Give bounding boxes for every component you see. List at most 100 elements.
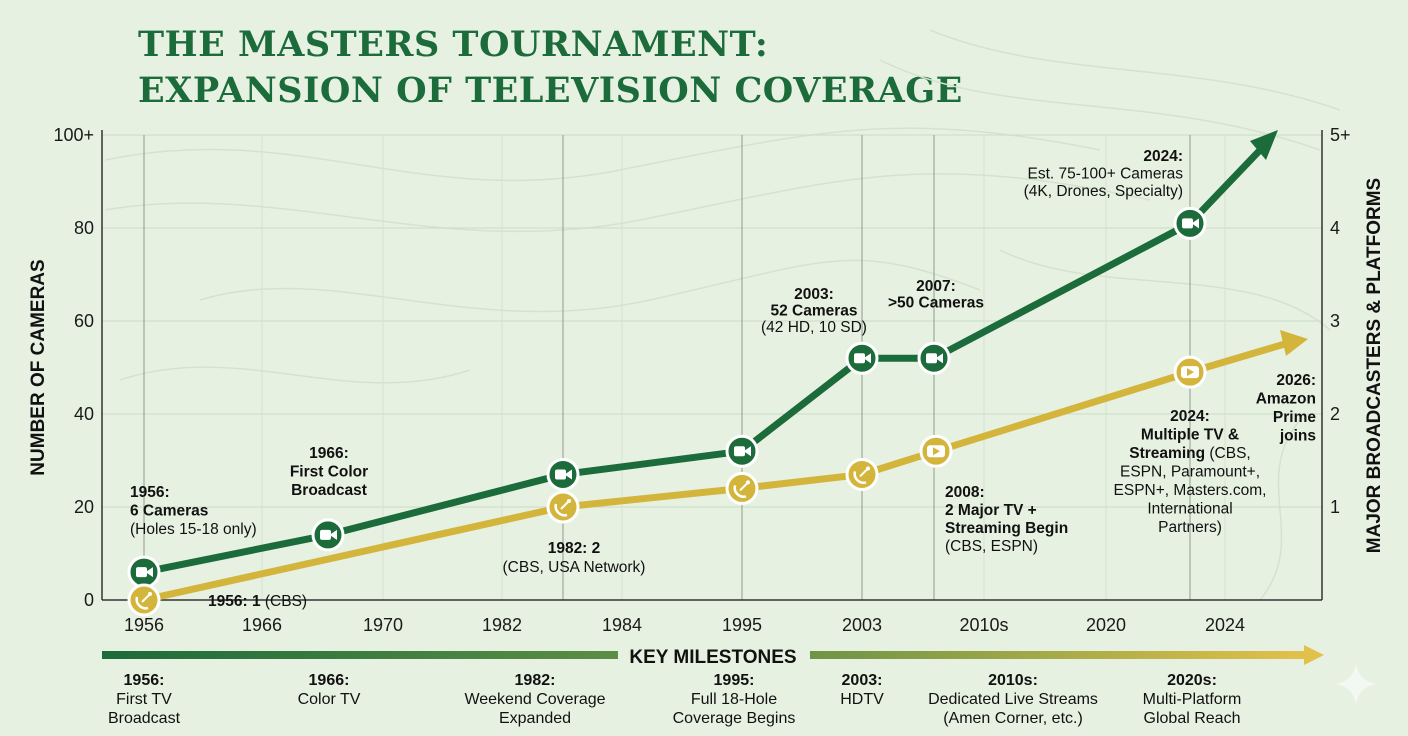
chart-title: THE MASTERS TOURNAMENT: EXPANSION OF TELE… [138,22,963,114]
video-camera-icon [136,567,147,578]
annotation-a2024cam: 2024:Est. 75-100+ Cameras(4K, Drones, Sp… [1024,148,1184,200]
x-tick-label: 2003 [842,615,882,635]
satellite-dish-icon [853,471,867,484]
platforms-data-point [546,490,580,524]
satellite-dish-icon [554,503,568,517]
cameras-data-point [845,341,879,375]
satellite-dish-tip-icon [567,499,571,503]
contour-line [929,29,1341,111]
title-line-2: EXPANSION OF TELEVISION COVERAGE [138,70,963,111]
milestone-text: Global Reach [1144,710,1241,727]
annotation-bold: 1982: 2 [548,540,601,557]
milestone-item: 2020s: Multi-Platform Global Reach [1143,672,1242,727]
y2-tick-label: 5+ [1330,125,1351,145]
annotation-a1956b: 1956: 1 (CBS) [208,593,307,610]
cameras-data-point [311,518,345,552]
annotation-a2007: 2007:>50 Cameras [888,278,984,312]
platforms-data-point [725,471,759,505]
annotation-bold: 1956: 1 [208,593,261,610]
milestone-year: 1956: [124,672,165,689]
contour-line [199,259,981,313]
milestone-text: First TV [116,691,172,708]
annotation-a2008: 2008:2 Major TV +Streaming Begin(CBS, ES… [945,484,1068,555]
x-tick-label: 2010s [959,615,1008,635]
annotation-bold: >50 Cameras [888,295,984,312]
annotation-bold: 1966: [309,445,349,462]
contour-line [879,59,1321,151]
annotation-bold: 2026: [1276,372,1316,389]
annotation-bold: Streaming [1129,445,1205,462]
annotation-normal: (4K, Drones, Specialty) [1024,183,1183,200]
y-tick-label: 80 [74,218,94,238]
milestone-text: Expanded [499,710,571,727]
cameras-trend-arrowhead [1250,130,1278,160]
y-tick-label: 20 [74,497,94,517]
video-camera-icon [734,446,745,457]
annotation-bold: Broadcast [291,482,367,499]
x-tick-label: 2020 [1086,615,1126,635]
video-camera-lens-icon [566,469,572,480]
video-camera-lens-icon [147,567,153,578]
sparkle-icon [1336,664,1376,704]
video-camera-icon [320,529,331,540]
video-camera-icon [854,353,865,364]
annotation-normal: (CBS, ESPN) [945,538,1038,555]
annotation-text: 1956: 1 (CBS) [208,593,307,610]
annotation-bold: Multiple TV & [1141,427,1239,444]
annotation-text: 2024: [1170,408,1210,425]
annotation-bold: 2024: [1143,148,1183,165]
cameras-data-point [1173,206,1207,240]
annotation-bold: 1956: [130,484,170,501]
satellite-dish-tip-icon [866,466,870,471]
annotation-bold: Streaming Begin [945,520,1068,537]
milestone-text: Broadcast [108,710,181,727]
platforms-data-point [919,434,953,468]
annotation-normal: (Holes 15-18 only) [130,521,257,538]
annotation-bold: Prime [1273,409,1316,426]
y-tick-label: 60 [74,311,94,331]
milestone-item: 1995: Full 18-Hole Coverage Begins [673,672,796,727]
video-camera-icon [1182,218,1193,229]
annotation-bold: 2007: [916,278,956,295]
annotation-bold: Amazon [1256,391,1316,408]
milestone-text: Weekend Coverage [464,691,605,708]
cameras-data-point [917,341,951,375]
milestone-text: Multi-Platform [1143,691,1242,708]
annotation-bold: 2003: [794,286,834,303]
annotation-bold: First Color [290,464,368,481]
satellite-dish-icon [135,596,149,610]
milestone-text: Color TV [298,691,361,708]
play-triangle-icon [933,447,940,456]
contour-line [104,173,1151,233]
annotation-text: ESPN, Paramount+, [1120,464,1260,481]
annotation-normal: Est. 75-100+ Cameras [1027,166,1183,183]
milestone-year: 1982: [515,672,556,689]
annotation-bold: 6 Cameras [130,503,208,520]
milestone-item: 1956: First TV Broadcast [108,672,181,727]
contour-line [999,249,1331,331]
annotation-a2024plat: 2024: Multiple TV &Streaming (CBS, ESPN, P… [1114,408,1267,536]
platforms-data-point [1173,355,1207,389]
milestone-item: 2003: HDTV [840,672,884,708]
cameras-data-point [546,457,580,491]
milestone-text: Coverage Begins [673,710,796,727]
y-tick-label: 0 [84,590,94,610]
annotation-normal: (CBS, [1205,445,1251,462]
x-tick-label: 1984 [602,615,642,635]
milestone-item: 1982: Weekend Coverage Expanded [464,672,605,727]
video-camera-lens-icon [937,353,943,364]
milestone-text: Dedicated Live Streams [928,691,1098,708]
y2-tick-label: 3 [1330,311,1340,331]
annotation-bold: joins [1279,428,1316,445]
annotation-bold: 2008: [945,484,985,501]
annotation-a2003: 2003:52 Cameras(42 HD, 10 SD) [761,286,867,336]
satellite-dish-icon [733,485,747,498]
contour-line [119,366,471,384]
video-camera-lens-icon [865,353,871,364]
x-tick-label: 1966 [242,615,282,635]
annotation-text: Streaming (CBS, [1129,445,1250,462]
x-tick-label: 1995 [722,615,762,635]
video-camera-lens-icon [331,529,337,540]
